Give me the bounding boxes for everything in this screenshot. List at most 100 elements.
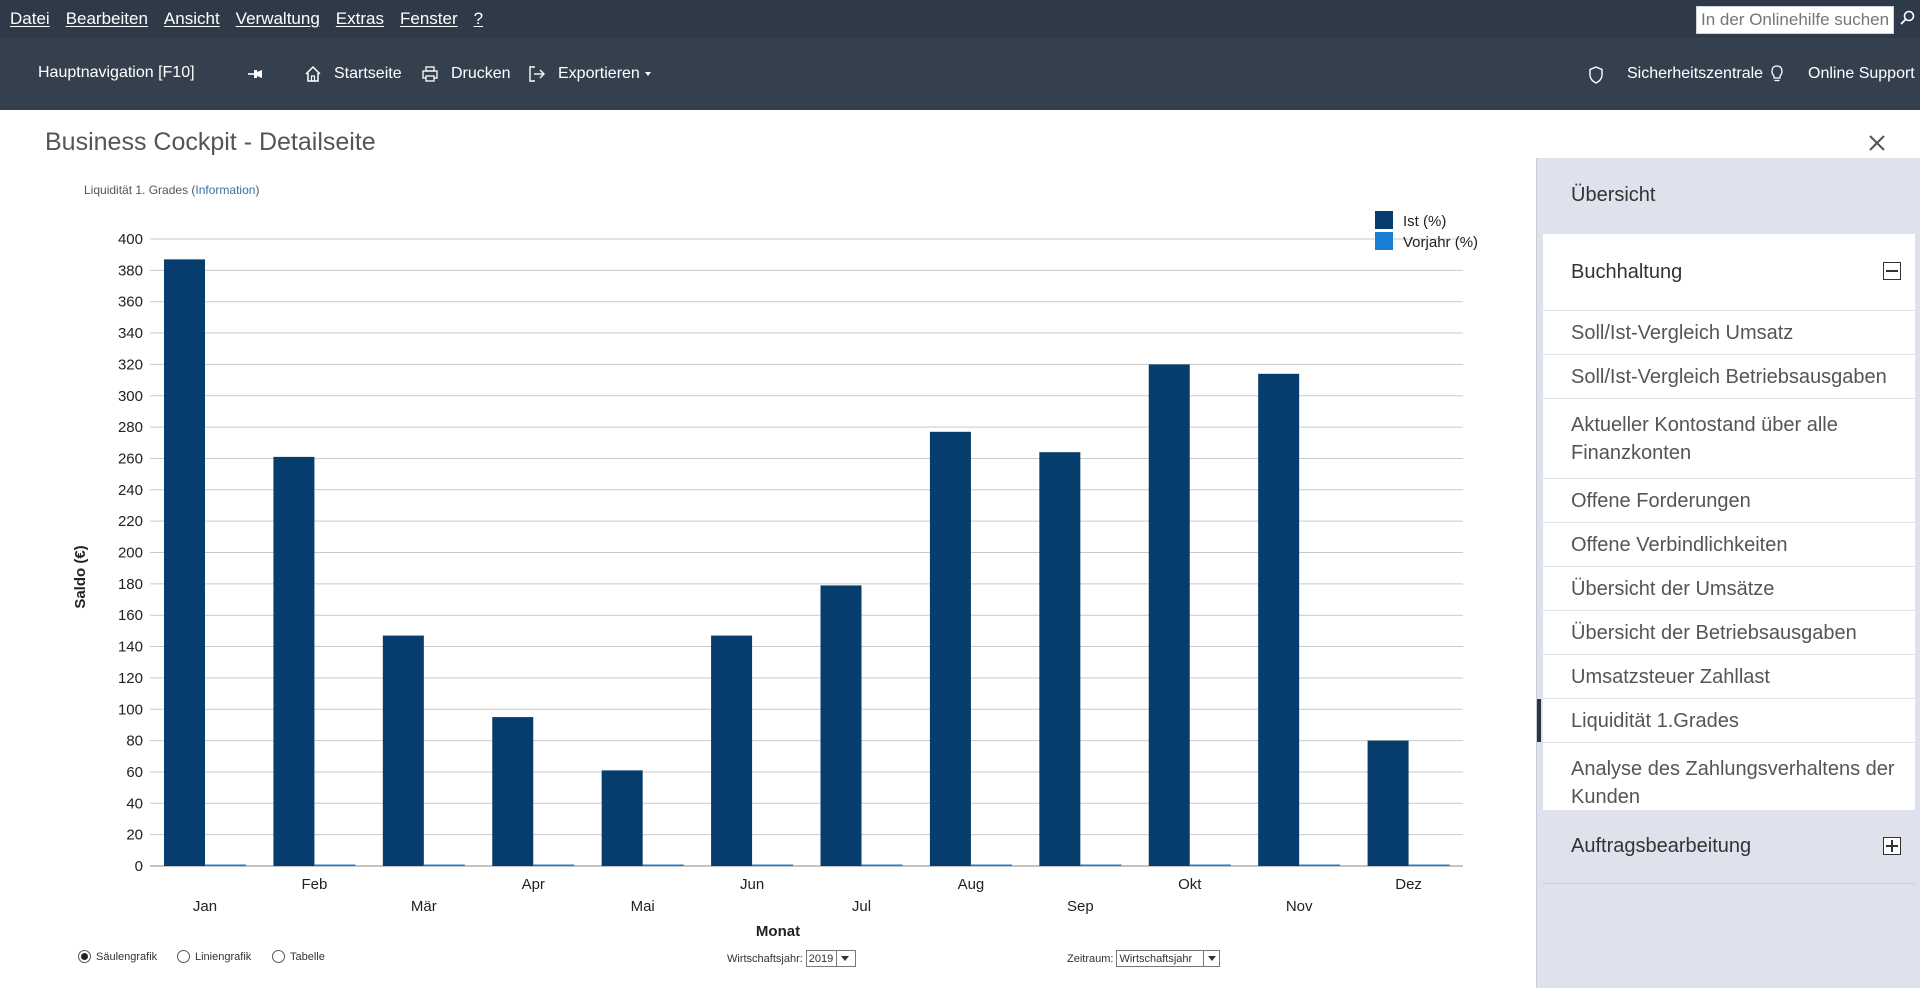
chevron-down-icon — [644, 72, 651, 76]
collapse-icon[interactable] — [1883, 262, 1901, 280]
sidebar-item-label: Offene Forderungen — [1571, 489, 1751, 512]
sidebar-item[interactable]: Analyse des Zahlungsverhaltens der Kunde… — [1543, 742, 1915, 822]
menu-verwaltung[interactable]: Verwaltung — [235, 9, 320, 28]
bar-ist — [820, 585, 862, 866]
sidebar-item[interactable]: Soll/Ist-Vergleich Betriebsausgaben — [1543, 354, 1915, 398]
home-button[interactable]: Startseite — [304, 58, 402, 90]
sidebar-section-accounting[interactable]: Buchhaltung — [1543, 234, 1915, 310]
sidebar-item[interactable]: Liquidität 1.Grades — [1537, 698, 1915, 742]
menu-bar: Datei Bearbeiten Ansicht Verwaltung Extr… — [0, 0, 1920, 38]
sidebar-divider — [1543, 883, 1915, 884]
bar-vorjahr — [1080, 864, 1122, 866]
export-label: Exportieren — [558, 65, 640, 82]
menu-ansicht[interactable]: Ansicht — [163, 9, 220, 28]
fiscal-year-group: Wirtschaftsjahr: 2019 — [727, 950, 856, 967]
x-tick-label: Jan — [193, 898, 217, 915]
x-tick-label: Sep — [1067, 898, 1094, 915]
online-support-link[interactable]: Online Support — [1808, 65, 1915, 82]
bar-ist — [492, 717, 534, 866]
y-tick-label: 380 — [118, 262, 143, 279]
chart-y-axis-label: Saldo (€) — [72, 545, 89, 608]
y-tick-label: 80 — [126, 733, 143, 750]
chart-controls: Säulengrafik Liniengrafik Tabelle Wirtsc… — [0, 950, 1530, 972]
legend-swatch — [1375, 232, 1393, 250]
x-tick-label: Apr — [522, 876, 545, 893]
radio-label: Liniengrafik — [195, 950, 252, 963]
sidebar-item[interactable]: Übersicht der Betriebsausgaben — [1543, 610, 1915, 654]
sidebar-item[interactable]: Aktueller Kontostand über alle Finanzkon… — [1543, 398, 1915, 478]
x-tick-label: Okt — [1178, 876, 1202, 893]
x-tick-label: Dez — [1395, 876, 1422, 893]
y-tick-label: 320 — [118, 356, 143, 373]
fiscal-year-select[interactable]: 2019 — [805, 950, 856, 967]
y-tick-label: 360 — [118, 294, 143, 311]
y-tick-label: 40 — [126, 795, 143, 812]
page-title: Business Cockpit - Detailseite — [45, 128, 376, 156]
x-tick-label: Mär — [411, 898, 437, 915]
radio-tabelle[interactable]: Tabelle — [272, 950, 325, 963]
bar-ist — [273, 456, 315, 866]
print-label: Drucken — [451, 65, 511, 82]
menu-extras[interactable]: Extras — [335, 9, 384, 28]
sidebar-item-label: Soll/Ist-Vergleich Umsatz — [1571, 321, 1794, 344]
expand-icon[interactable] — [1883, 837, 1901, 855]
chart-x-tick-labels: Jan Feb Mär Apr Mai Jun Jul Aug Sep Okt Nov Dez — [193, 876, 1422, 915]
x-tick-label: Aug — [958, 876, 985, 893]
shield-icon[interactable] — [1588, 66, 1604, 84]
chart-caption-text: Liquidität 1. Grades ( — [84, 183, 196, 197]
y-tick-label: 160 — [118, 607, 143, 624]
y-tick-label: 20 — [126, 827, 143, 844]
bar-vorjahr — [1189, 864, 1231, 866]
radio-saeulengrafik[interactable]: Säulengrafik — [78, 950, 157, 963]
legend-label: Vorjahr (%) — [1403, 234, 1478, 251]
pin-icon[interactable] — [246, 66, 264, 82]
sidebar-orders-label: Auftragsbearbeitung — [1571, 835, 1752, 857]
bar-ist — [382, 635, 424, 866]
sidebar-overview[interactable]: Übersicht — [1543, 158, 1915, 232]
period-select[interactable]: Wirtschaftsjahr — [1116, 950, 1221, 967]
y-tick-label: 340 — [118, 325, 143, 342]
radio-liniengrafik[interactable]: Liniengrafik — [177, 950, 251, 963]
y-tick-label: 60 — [126, 764, 143, 781]
sidebar-item[interactable]: Umsatzsteuer Zahllast — [1543, 654, 1915, 698]
bar-vorjahr — [970, 864, 1012, 866]
sidebar-item[interactable]: Offene Verbindlichkeiten — [1543, 522, 1915, 566]
bar-ist — [1148, 364, 1190, 866]
sidebar-section-orders[interactable]: Auftragsbearbeitung — [1543, 809, 1915, 883]
sidebar-item-label: Liquidität 1.Grades — [1571, 709, 1739, 732]
close-icon[interactable] — [1864, 130, 1890, 156]
y-tick-label: 0 — [135, 858, 143, 875]
chart-caption: Liquidität 1. Grades (Information) — [84, 183, 259, 197]
sidebar-item-label: Umsatzsteuer Zahllast — [1571, 665, 1770, 688]
bar-ist — [1367, 740, 1409, 866]
export-button[interactable]: Exportieren — [528, 58, 651, 90]
sidebar-item-label: Übersicht der Betriebsausgaben — [1571, 621, 1857, 644]
y-tick-label: 260 — [118, 450, 143, 467]
lightbulb-icon[interactable] — [1770, 65, 1784, 83]
sidebar-item[interactable]: Offene Forderungen — [1543, 478, 1915, 522]
period-group: Zeitraum: Wirtschaftsjahr — [1067, 950, 1221, 967]
x-tick-label: Feb — [301, 876, 327, 893]
information-link[interactable]: Information — [195, 183, 256, 197]
sidebar-overview-label: Übersicht — [1571, 183, 1656, 206]
bar-vorjahr — [205, 864, 246, 866]
chevron-down-icon — [1203, 951, 1219, 966]
menu-help[interactable]: ? — [473, 9, 484, 28]
bar-vorjahr — [861, 864, 903, 866]
menu-bearbeiten[interactable]: Bearbeiten — [65, 9, 148, 28]
legend-label: Ist (%) — [1403, 213, 1446, 230]
radio-circle — [177, 950, 190, 963]
sidebar-item[interactable]: Soll/Ist-Vergleich Umsatz — [1543, 310, 1915, 354]
main-navigation-button[interactable]: Hauptnavigation [F10] — [38, 64, 195, 81]
menu-datei[interactable]: Datei — [10, 9, 50, 28]
security-center-link[interactable]: Sicherheitszentrale — [1627, 65, 1764, 82]
chart-x-axis-label: Monat — [756, 923, 800, 940]
sidebar-item[interactable]: Übersicht der Umsätze — [1543, 566, 1915, 610]
home-icon — [305, 65, 321, 82]
bar-vorjahr — [423, 864, 465, 866]
chart-legend: Ist (%) Vorjahr (%) — [1375, 211, 1478, 251]
search-icon[interactable] — [1898, 9, 1916, 27]
help-search-input[interactable] — [1701, 10, 1893, 30]
menu-fenster[interactable]: Fenster — [399, 9, 458, 28]
print-button[interactable]: Drucken — [421, 58, 511, 90]
